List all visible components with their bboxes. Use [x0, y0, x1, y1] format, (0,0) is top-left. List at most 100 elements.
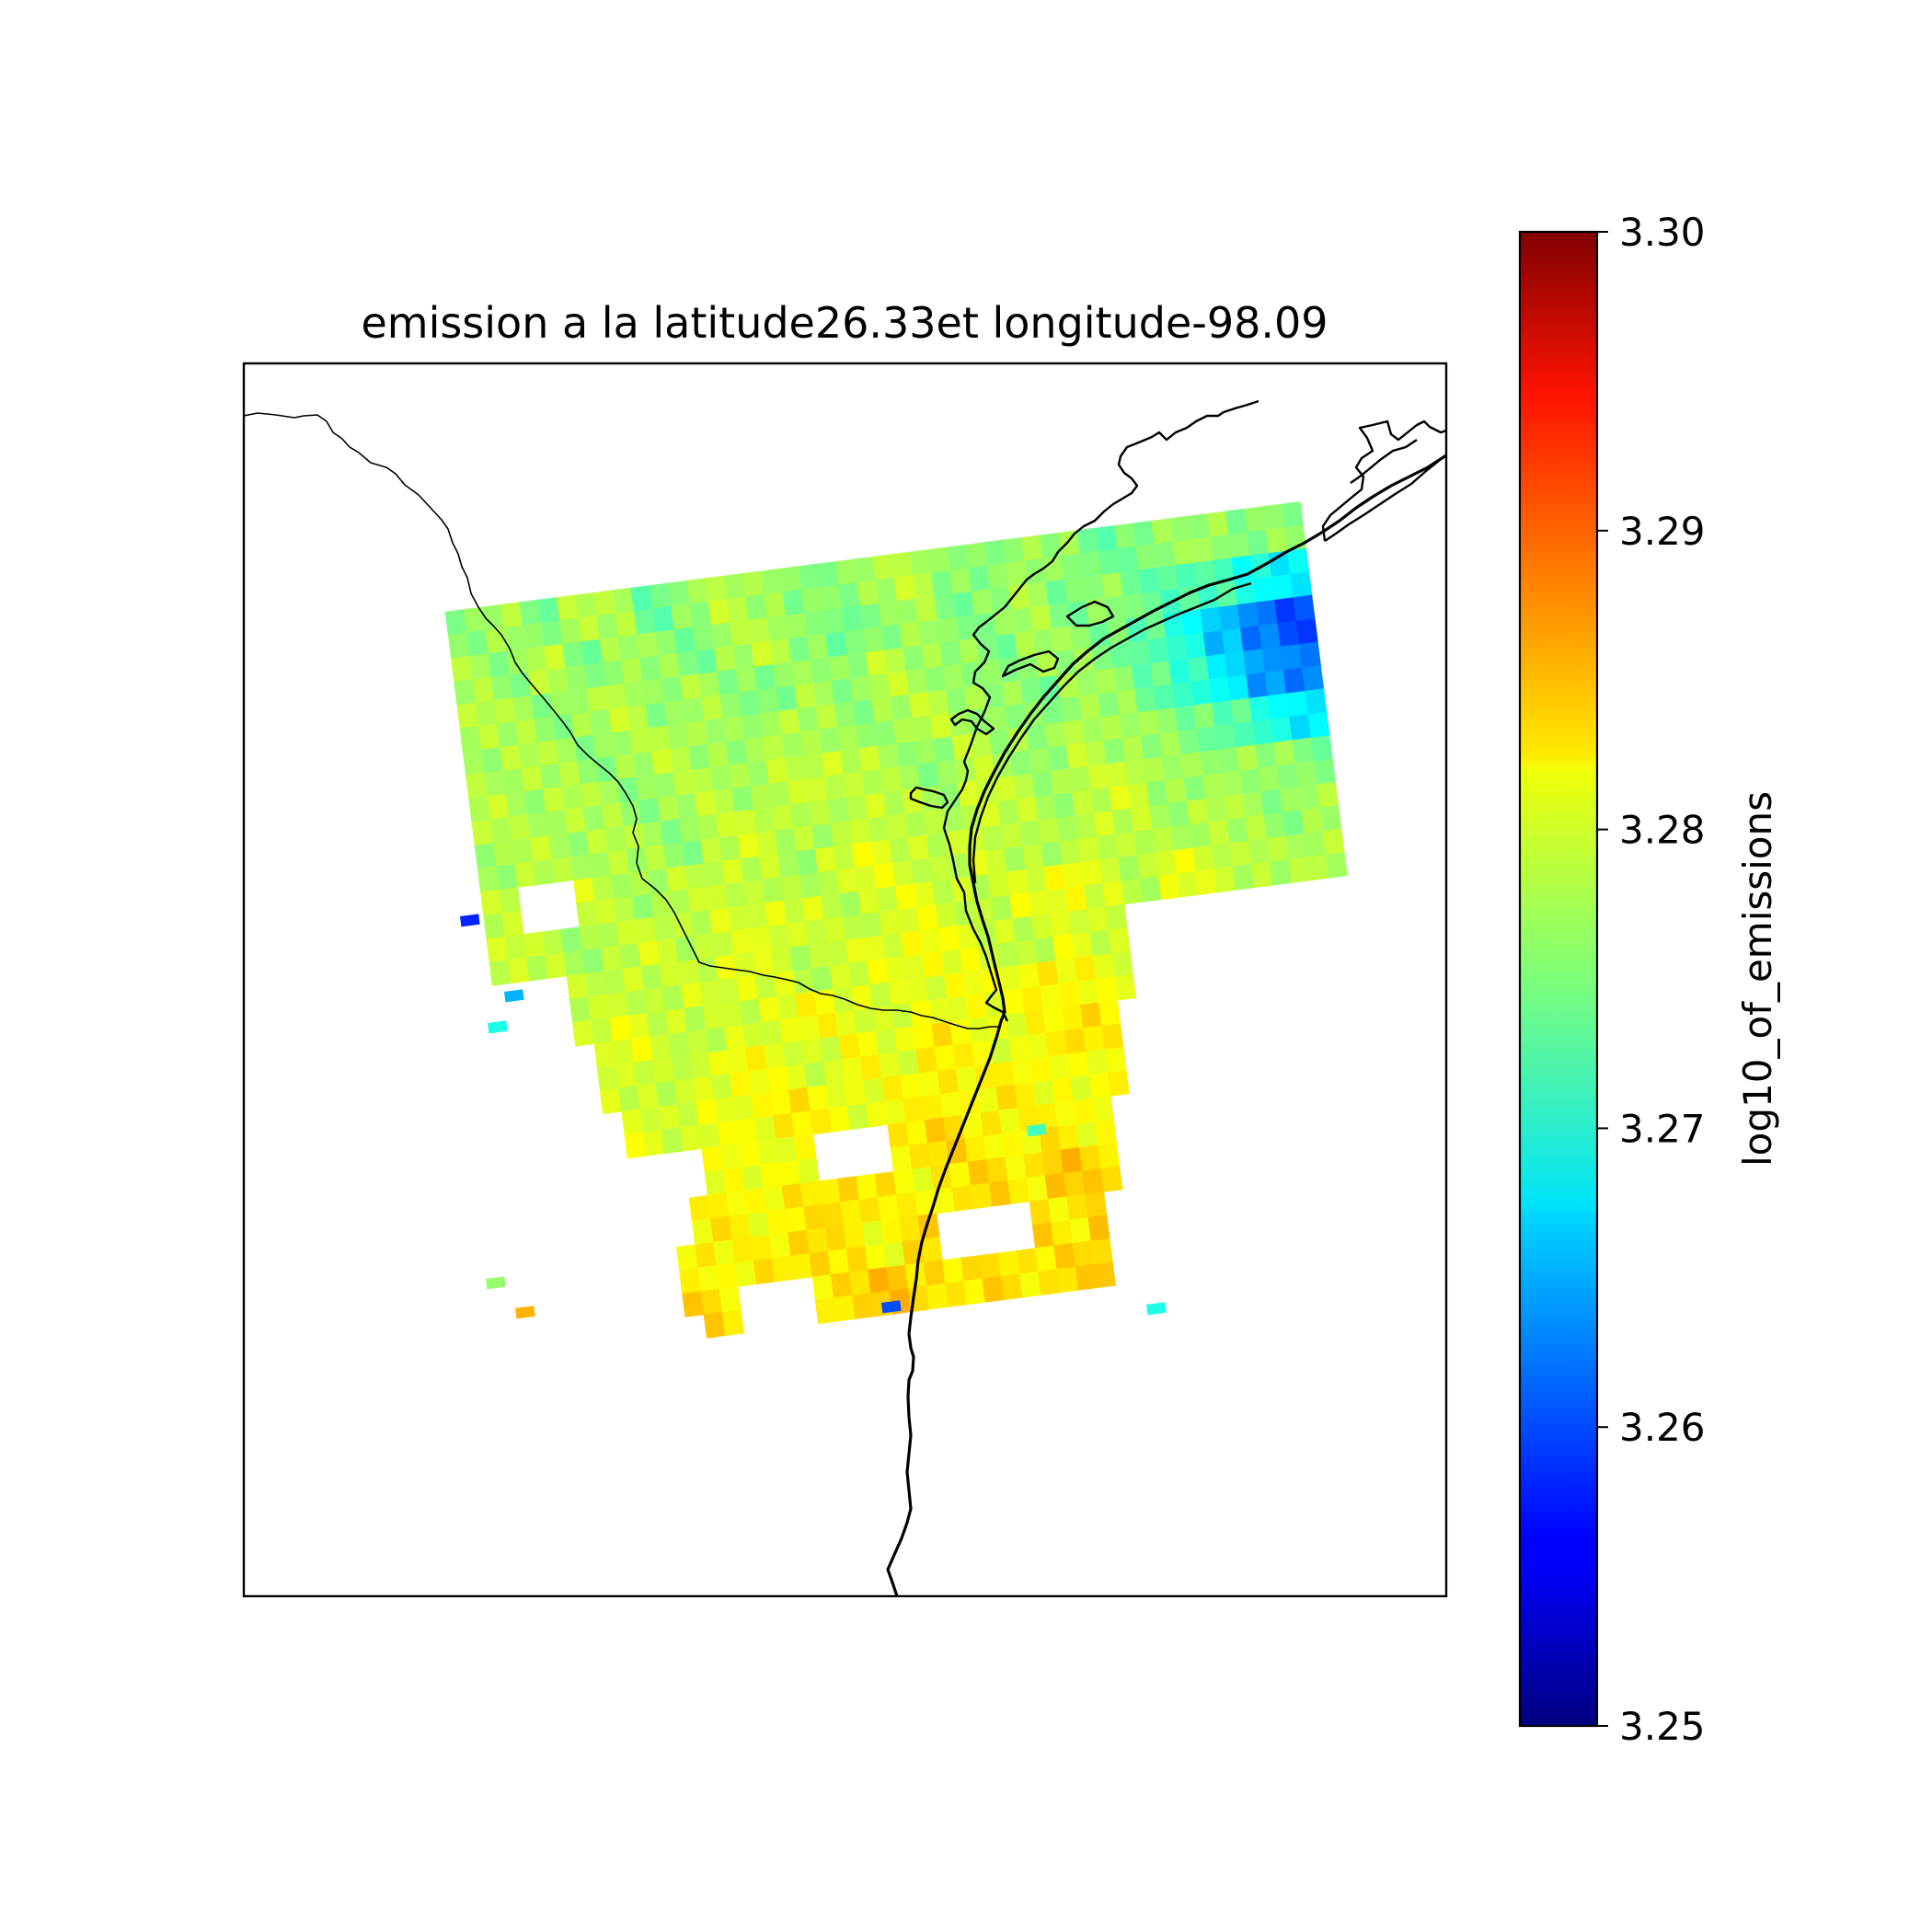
emission-cell [891, 860, 914, 887]
emission-cell [489, 960, 512, 986]
emission-cell [875, 1029, 898, 1055]
emission-cell [1048, 1053, 1071, 1081]
emission-cell [696, 956, 719, 983]
emission-cell [506, 649, 529, 675]
emission-cell [880, 766, 903, 794]
emission-cell [960, 1255, 983, 1282]
emission-cell [1317, 781, 1340, 809]
emission-cell [1152, 826, 1175, 854]
emission-cell [956, 923, 979, 950]
emission-cell [1006, 868, 1029, 896]
emission-cell [1094, 1119, 1117, 1146]
emission-cell [883, 789, 906, 817]
emission-cell [1132, 662, 1155, 690]
emission-cell [787, 778, 810, 806]
emission-cell [750, 783, 773, 811]
emission-cell [804, 1061, 827, 1088]
emission-cell [859, 1054, 882, 1081]
emission-cell [1181, 609, 1204, 636]
emission-cell [1247, 529, 1270, 557]
emission-cell [548, 833, 571, 860]
emission-cell [1239, 767, 1262, 795]
emission-cell [605, 683, 628, 710]
emission-cell [857, 888, 880, 915]
emission-cell [838, 1033, 861, 1060]
emission-cell [556, 594, 579, 622]
emission-cell [1276, 763, 1299, 790]
emission-cell [680, 1124, 703, 1152]
emission-cell [592, 875, 615, 902]
emission-cell [880, 1217, 903, 1245]
emission-cell [903, 953, 926, 981]
emission-cell [1104, 1046, 1127, 1074]
emission-cell [738, 1141, 761, 1168]
emission-cell [811, 1274, 834, 1301]
emission-cell [597, 922, 620, 949]
emission-cell [713, 1239, 736, 1266]
emission-cell [776, 1136, 799, 1163]
emission-cell [926, 1282, 949, 1310]
emission-cell [1008, 1035, 1031, 1062]
emission-cell [982, 824, 1005, 852]
emission-cell [563, 949, 586, 977]
emission-cell [559, 617, 582, 645]
emission-cell [1158, 730, 1181, 758]
emission-cell [1075, 1264, 1098, 1291]
emission-cell [1089, 929, 1112, 957]
emission-cell [977, 635, 1000, 662]
emission-cell [742, 1021, 765, 1049]
emission-cell [1002, 537, 1025, 564]
emission-cell [1097, 691, 1120, 719]
emission-cell [760, 1162, 783, 1189]
emission-cell [509, 672, 532, 699]
emission-cell [527, 811, 550, 839]
emission-cell [709, 765, 732, 792]
state-border [244, 412, 1001, 1029]
emission-cell [747, 1211, 770, 1238]
emission-cell [923, 809, 946, 835]
emission-cell [1184, 632, 1207, 660]
emission-cell [789, 944, 812, 972]
emission-cell [983, 1133, 1006, 1160]
emission-cell [1000, 1273, 1023, 1301]
emission-cell [876, 886, 899, 913]
emission-cell [1232, 864, 1255, 891]
emission-cell [783, 898, 806, 925]
emission-cell [816, 1012, 839, 1040]
emission-cell [1075, 812, 1098, 840]
emission-cell [1147, 637, 1170, 664]
emission-cell [885, 956, 908, 983]
emission-cell [1081, 717, 1104, 744]
emission-cell [1011, 607, 1034, 634]
emission-cell [630, 585, 653, 612]
emission-cell [618, 1085, 641, 1112]
emission-cell [619, 942, 642, 970]
emission-cell [898, 906, 921, 934]
emission-cell [849, 1269, 872, 1296]
emission-cell [1096, 834, 1119, 861]
corpus-christi-bay [949, 708, 995, 736]
emission-cell [1307, 711, 1330, 739]
emission-cell [646, 1010, 669, 1038]
emission-cell [1062, 862, 1085, 889]
emission-cell [819, 1178, 842, 1205]
emission-cell [927, 546, 950, 574]
emission-cell [724, 881, 747, 909]
emission-cell [731, 786, 754, 812]
emission-cell [1133, 829, 1156, 856]
emission-cell [949, 710, 972, 737]
emission-cell [868, 815, 891, 843]
emission-cell [784, 1206, 807, 1234]
emission-cell [906, 977, 929, 1004]
emission-cell [569, 996, 592, 1024]
emission-cell [569, 854, 592, 881]
emission-cell [1322, 828, 1345, 856]
emission-cell [475, 700, 498, 727]
emission-cell [796, 848, 819, 876]
emission-cell [718, 977, 741, 1005]
emission-cell [606, 992, 629, 1018]
emission-cell [1015, 939, 1038, 966]
emission-cell [784, 755, 807, 782]
emission-cell [640, 963, 663, 991]
emission-cell [1121, 878, 1144, 905]
